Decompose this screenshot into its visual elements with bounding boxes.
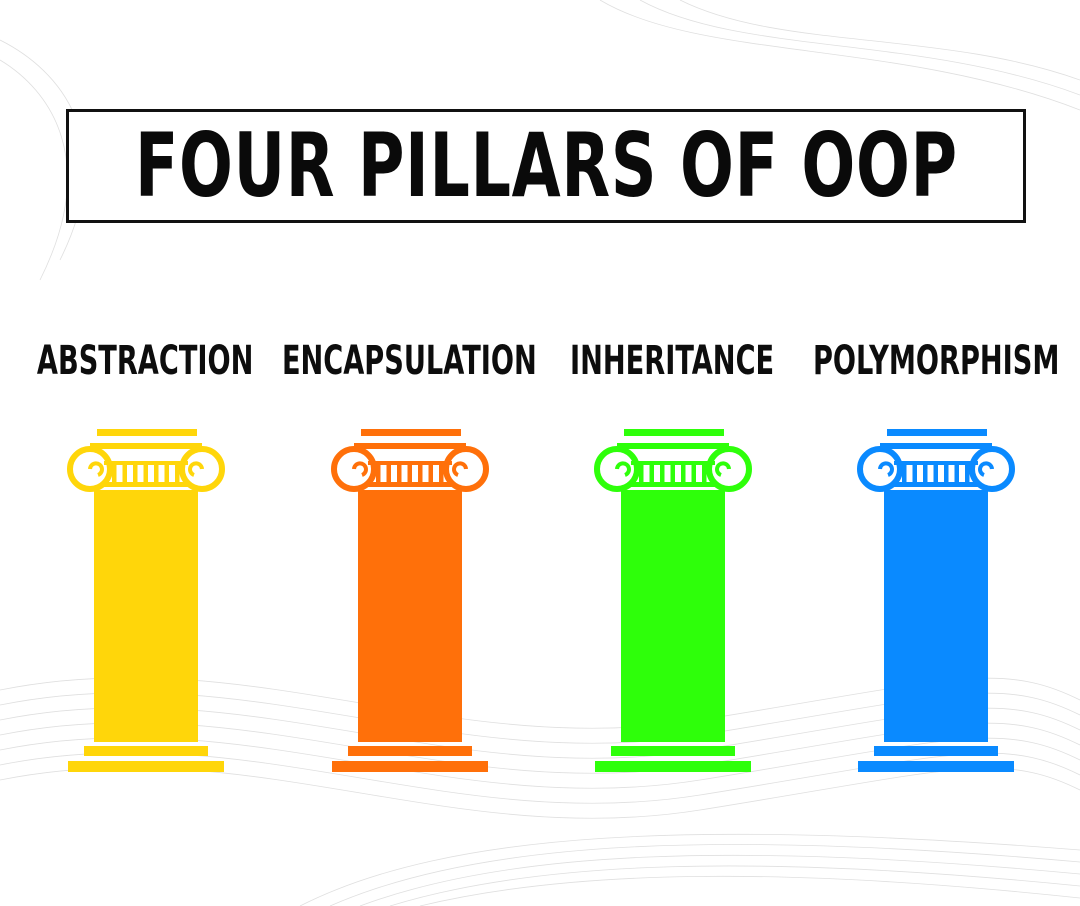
- pillar-label-inheritance: INHERITANCE: [560, 336, 785, 386]
- title-box: FOUR PILLARS OF OOP: [66, 109, 1026, 223]
- ionic-column-icon: [331, 429, 489, 772]
- pillar-label-polymorphism: POLYMORPHISM: [805, 336, 1067, 386]
- ionic-column-icon: [67, 429, 225, 772]
- page-title: FOUR PILLARS OF OOP: [134, 114, 958, 217]
- pillar-label-text: ABSTRACTION: [36, 338, 254, 384]
- ionic-column-icon: [594, 429, 752, 772]
- pillar-label-text: ENCAPSULATION: [282, 338, 537, 384]
- ionic-column-icon: [857, 429, 1015, 772]
- pillar-label-text: POLYMORPHISM: [812, 338, 1060, 384]
- pillar-label-encapsulation: ENCAPSULATION: [272, 336, 547, 386]
- pillar-label-text: INHERITANCE: [570, 338, 775, 384]
- pillar-label-abstraction: ABSTRACTION: [20, 336, 270, 386]
